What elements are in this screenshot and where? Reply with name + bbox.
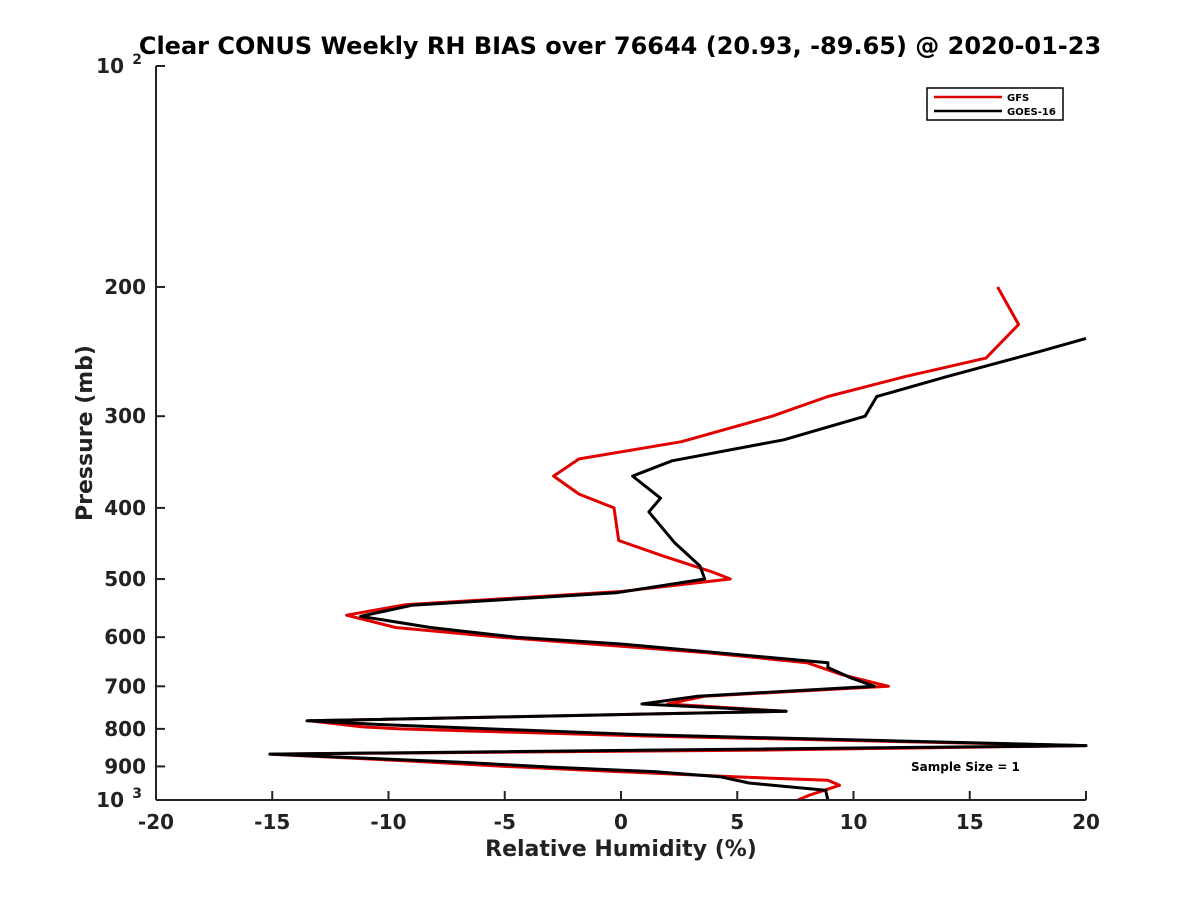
x-tick-label: -20 (138, 810, 174, 834)
legend-label-goes-16: GOES-16 (1007, 107, 1056, 118)
legend: GFS GOES-16 (926, 87, 1064, 121)
y-tick-label: 500 (104, 567, 146, 591)
x-tick-label: 10 (840, 810, 868, 834)
x-tick-label: 15 (956, 810, 984, 834)
x-tick-label: -10 (370, 810, 406, 834)
series-layer (268, 286, 1088, 802)
y-tick-label: 300 (104, 404, 146, 428)
y-tick-label: 900 (104, 754, 146, 778)
chart-title: Clear CONUS Weekly RH BIAS over 76644 (2… (139, 32, 1101, 60)
y-tick-label: 400 (104, 496, 146, 520)
legend-box (926, 87, 1064, 121)
y-tick-label: 800 (104, 717, 146, 741)
y-tick-label: 700 (104, 674, 146, 698)
y-tick-label: 10 (96, 54, 124, 78)
y-tick-exponent: 3 (132, 786, 142, 802)
x-tick-label: -5 (494, 810, 516, 834)
x-tick-label: 5 (730, 810, 744, 834)
x-tick-label: 20 (1072, 810, 1100, 834)
y-tick-base: 10 (96, 54, 124, 78)
y-tick-base: 10 (96, 788, 124, 812)
series-line-goes-16 (268, 336, 1088, 801)
y-axis-label: Pressure (mb) (73, 345, 98, 521)
y-axis: 10 2 200 300 400 500 600 700 800 900 10 3 (96, 52, 165, 812)
x-axis: -20 -15 -10 -5 0 5 10 15 20 (138, 791, 1100, 834)
y-tick-exponent: 2 (132, 52, 142, 68)
y-tick-label: 200 (104, 275, 146, 299)
x-tick-label: -15 (254, 810, 290, 834)
legend-label-gfs: GFS (1007, 93, 1029, 104)
sample-size-annotation: Sample Size = 1 (911, 760, 1020, 774)
x-axis-label: Relative Humidity (%) (485, 837, 757, 862)
x-tick-label: 0 (614, 810, 628, 834)
y-tick-label: 600 (104, 625, 146, 649)
y-tick-label: 10 (96, 788, 124, 812)
